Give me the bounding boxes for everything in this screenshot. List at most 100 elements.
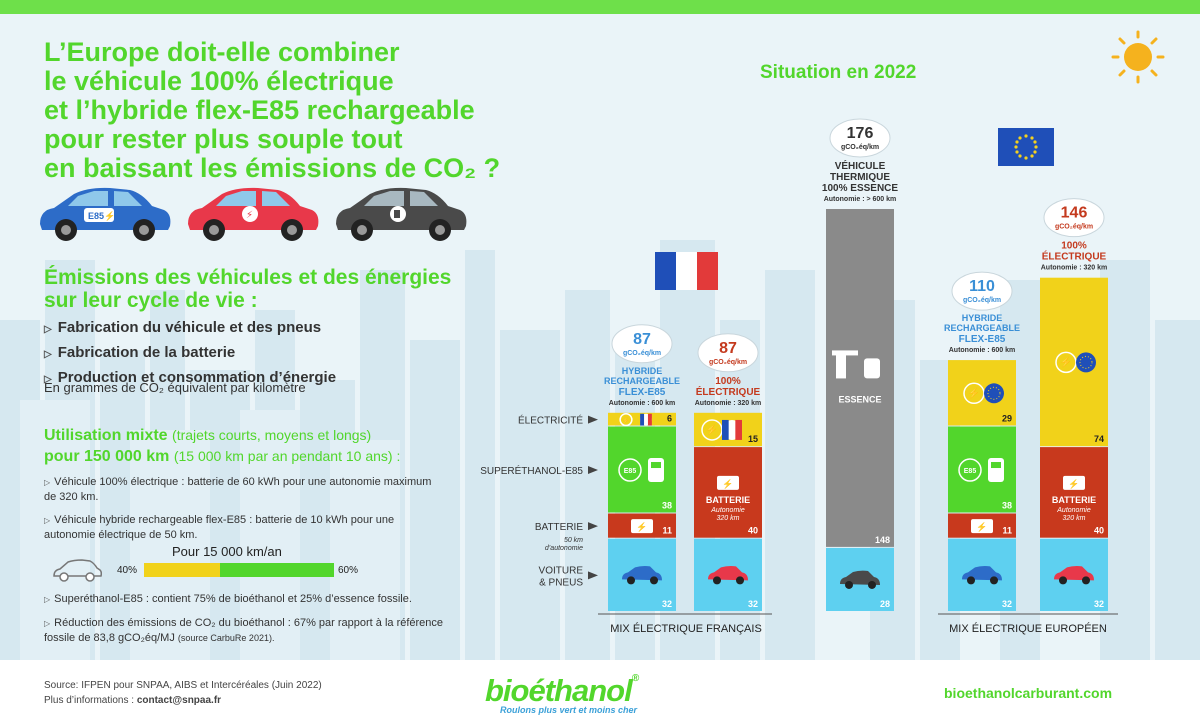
- arrow-icon: [588, 415, 598, 424]
- vehicle-name-label: 100%: [715, 376, 741, 387]
- eu-flag-icon: [998, 128, 1054, 166]
- segment-value-label: 11: [1002, 526, 1012, 536]
- lifecycle-bullets: ▷ Fabrication du véhicule et des pneus ▷ F…: [44, 316, 464, 391]
- sun-icon: [1111, 30, 1165, 84]
- brand-logo: bioéthanol®: [485, 673, 639, 709]
- mix-right-label: 60%: [338, 565, 359, 576]
- segment-sub-label: Autonomie: [1056, 507, 1091, 514]
- flag-blue-band: [722, 419, 729, 440]
- autonomie-label: Autonomie : 320 km: [695, 400, 762, 407]
- red-electric-car-icon: ⚡: [188, 187, 319, 241]
- arrow-icon: [588, 571, 598, 580]
- lightning-icon: ⚡: [622, 417, 629, 425]
- segment-value-label: 32: [748, 599, 758, 609]
- bar-total-label: 87: [719, 340, 737, 357]
- segment-side-label: ÉLECTRICITÉ: [518, 414, 583, 427]
- website-link[interactable]: bioethanolcarburant.com: [944, 685, 1113, 701]
- vehicle-name-label: 100%: [1061, 241, 1087, 252]
- bullet-text: Fabrication du véhicule et des pneus: [57, 319, 322, 336]
- unit-label: gCO₂éq/km: [1055, 224, 1093, 231]
- fuel-pump-screen: [651, 462, 661, 469]
- segment-value-label: 29: [1002, 414, 1012, 424]
- segment-value-label: 38: [1002, 501, 1012, 511]
- vehicle-name-label: FLEX-E85: [959, 334, 1006, 345]
- eu-flag-icon: [984, 383, 1004, 404]
- city-skyline-background: [0, 240, 1200, 660]
- battery-icon: [1063, 475, 1085, 490]
- usage-light: (trajets courts, moyens et longs): [172, 427, 372, 443]
- usage-light: (15 000 km par an pendant 10 ans) :: [173, 448, 401, 464]
- page-title: L’Europe doit-elle combiner le véhicule …: [44, 38, 604, 183]
- note-text: Véhicule 100% électrique : batterie de 6…: [44, 476, 432, 503]
- unit-label: gCO₂éq/km: [623, 350, 661, 357]
- vehicle-name-label: FLEX-E85: [619, 387, 666, 398]
- bar-total-label: 110: [969, 278, 995, 295]
- bar-total-label: 87: [633, 331, 651, 348]
- cloud-bubble-icon: [697, 333, 759, 373]
- unit-label: gCO₂éq/km: [709, 359, 747, 366]
- flag-circle: [1076, 352, 1096, 373]
- autonomie-label: Autonomie : 320 km: [1041, 265, 1108, 272]
- triangle-bullet-icon: ▷: [44, 595, 51, 604]
- e85-share-fill: [220, 563, 334, 577]
- wheel-icon: [967, 576, 975, 585]
- lightning-icon: ⚡: [722, 478, 733, 490]
- usage-bold: Utilisation mixte: [44, 427, 168, 444]
- triangle-bullet-icon: ▷: [44, 619, 51, 628]
- bullet-text: Fabrication de la batterie: [57, 344, 236, 361]
- segment-value-label: 40: [1094, 526, 1104, 536]
- cloud-bubble-icon: [951, 271, 1013, 311]
- autonomie-label: Autonomie : 600 km: [949, 347, 1016, 354]
- wheel-icon: [627, 576, 635, 585]
- cloud-bubble-icon: [829, 118, 891, 158]
- bar-segment-batterie: [694, 447, 762, 538]
- bar-segment-electricite: [1040, 277, 1108, 447]
- grey-petrol-car-icon: [336, 187, 467, 241]
- lightning-icon: ⚡: [1068, 478, 1079, 490]
- flag-circle: [984, 383, 1004, 404]
- bar-segment-batterie: [1040, 447, 1108, 538]
- segment-value-label: 40: [748, 526, 758, 536]
- brand-registered-mark: ®: [631, 673, 639, 684]
- triangle-bullet-icon: ▷: [44, 478, 51, 487]
- title-line: le véhicule 100% électrique: [44, 66, 394, 96]
- e85-badge-icon: [958, 458, 982, 482]
- segment-value-label: 38: [662, 501, 672, 511]
- usage-line: Utilisation mixte (trajets courts, moyen…: [44, 425, 464, 446]
- france-flag-icon: [655, 252, 718, 290]
- contact-link[interactable]: contact@snpaa.fr: [136, 695, 222, 706]
- lightning-icon: ⚡: [636, 521, 647, 533]
- e85-badge-icon: [618, 458, 642, 482]
- oil-pump-icon: [836, 354, 846, 379]
- fuel-pump-icon: [864, 358, 880, 379]
- segment-name-label: BATTERIE: [1052, 495, 1096, 505]
- segment-value-label: 74: [1094, 434, 1104, 444]
- battery-icon: [717, 475, 739, 490]
- flag-red-band: [735, 419, 742, 440]
- note-superethanol: ▷ Superéthanol-E85 : contient 75% de bioé…: [44, 592, 444, 607]
- triangle-bullet-icon: ▷: [44, 374, 52, 385]
- triangle-bullet-icon: ▷: [44, 349, 52, 360]
- group-label: MIX ÉLECTRIQUE FRANÇAIS: [610, 622, 762, 635]
- segment-value-label: 6: [667, 414, 672, 424]
- vehicle-name-label: RECHARGEABLE: [944, 323, 1020, 333]
- segment-value-label: 148: [875, 535, 890, 545]
- segment-sub-label: 320 km: [717, 515, 740, 522]
- vehicle-name-label: THERMIQUE: [830, 172, 890, 183]
- usage-mix-bar: [144, 563, 334, 577]
- wheel-icon: [990, 576, 998, 585]
- note-reduction: ▷ Réduction des émissions de CO₂ du bioét…: [44, 616, 464, 645]
- title-line: en baissant les émissions de CO₂ ?: [44, 153, 501, 183]
- segment-sub-label: 320 km: [1063, 515, 1086, 522]
- title-line: pour rester plus souple tout: [44, 124, 403, 154]
- fuel-pump-icon: [988, 458, 1004, 483]
- vehicle-name-label: HYBRIDE: [622, 366, 663, 376]
- battery-icon: [971, 519, 993, 534]
- mix-left-label: 40%: [117, 565, 138, 576]
- vehicle-name-label: ÉLECTRIQUE: [1042, 250, 1107, 263]
- car-outline-icon: [53, 559, 102, 582]
- battery-icon: [631, 519, 653, 534]
- section-title-line: Émissions des véhicules et des énergies: [44, 266, 452, 289]
- triangle-bullet-icon: ▷: [44, 324, 52, 335]
- fuel-pump-screen: [991, 462, 1001, 469]
